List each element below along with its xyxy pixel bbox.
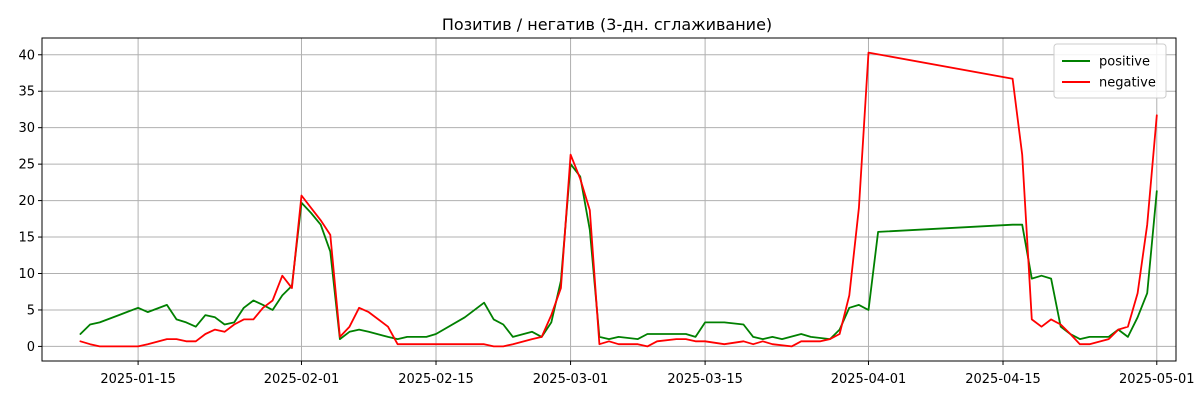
- x-tick-label: 2025-03-15: [667, 372, 743, 387]
- y-tick-label: 30: [18, 121, 35, 136]
- x-tick-label: 2025-02-15: [398, 372, 474, 387]
- x-tick-label: 2025-05-01: [1119, 372, 1195, 387]
- y-tick-label: 0: [27, 340, 35, 355]
- y-tick-label: 25: [18, 158, 35, 173]
- plot-frame: [41, 37, 1177, 362]
- grid: [42, 38, 1176, 361]
- x-tick-label: 2025-02-01: [264, 372, 340, 387]
- legend-label-negative: negative: [1099, 76, 1156, 91]
- y-tick-label: 40: [18, 48, 35, 63]
- x-tick-label: 2025-04-01: [831, 372, 907, 387]
- y-tick-label: 15: [18, 231, 35, 246]
- series-line-negative: [79, 51, 1158, 348]
- chart-title: Позитив / негатив (3-дн. сглаживание): [442, 15, 772, 34]
- x-tick-label: 2025-03-01: [533, 372, 609, 387]
- axis-ticks: 2025-01-15 2025-02-01 2025-02-15 2025-03-01…: [18, 48, 1194, 387]
- legend-label-positive: positive: [1099, 55, 1150, 70]
- y-tick-label: 35: [18, 85, 35, 100]
- y-tick-label: 20: [18, 194, 35, 209]
- legend: positive negative: [1053, 43, 1167, 99]
- y-tick-label: 5: [27, 303, 35, 318]
- series-line-positive: [79, 163, 1158, 341]
- x-tick-label: 2025-04-15: [965, 372, 1041, 387]
- y-tick-label: 10: [18, 267, 35, 282]
- legend-box: [1053, 43, 1167, 99]
- series-layer: [79, 51, 1158, 348]
- x-tick-label: 2025-01-15: [100, 372, 176, 387]
